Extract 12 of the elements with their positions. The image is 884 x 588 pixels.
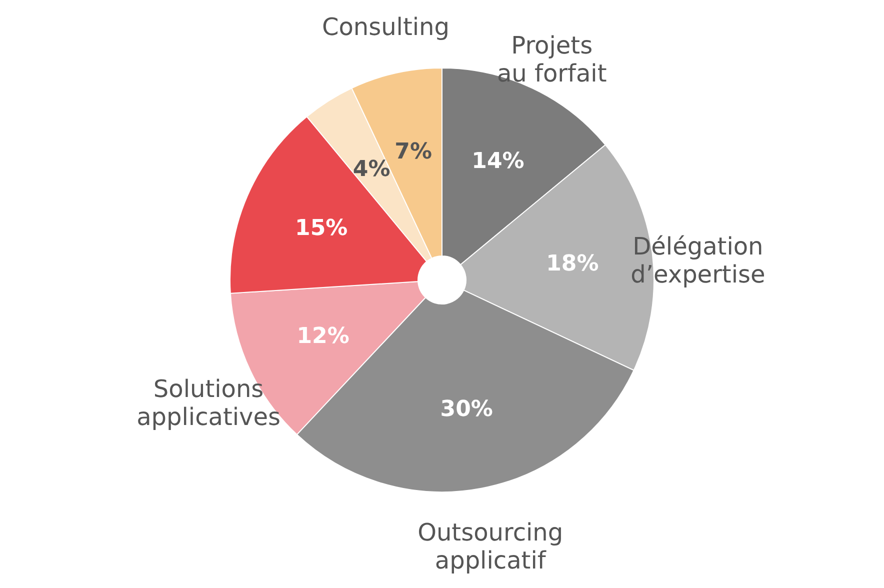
slice-label: Projets au forfait <box>496 32 607 88</box>
slice-label: Consulting <box>322 13 450 42</box>
data-label: 14% <box>472 149 524 174</box>
slice-label: Solutions applicatives <box>136 374 281 431</box>
data-label: 30% <box>440 397 493 422</box>
slice-label: Délégation d’expertise <box>630 232 766 289</box>
data-label: 7% <box>394 140 432 165</box>
slice-label: Outsourcing applicatif <box>418 518 564 574</box>
data-label: 18% <box>546 252 599 277</box>
data-label: 4% <box>352 157 390 182</box>
data-label: 15% <box>295 216 348 241</box>
data-label: 12% <box>296 324 350 349</box>
